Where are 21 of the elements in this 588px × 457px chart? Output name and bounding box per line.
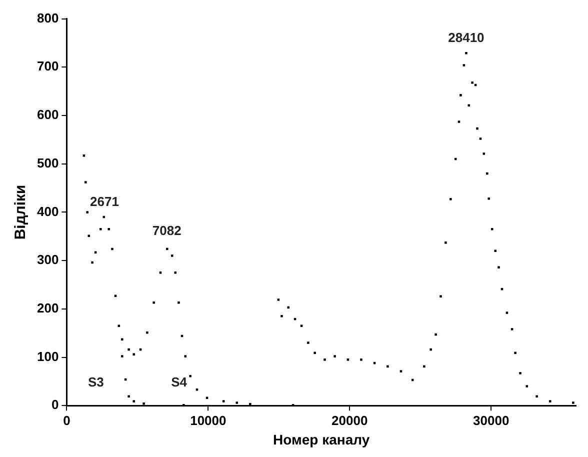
y-tick-label: 500 [36,155,59,170]
x-tick-label: 10000 [190,412,226,428]
x-tick-label: 0 [63,412,70,428]
y-tick-label: 0 [51,397,59,412]
annotation: 28410 [448,30,484,46]
y-tick-label: 100 [36,348,59,364]
x-axis-title: Номер каналу [273,431,370,448]
y-tick-label: 400 [36,204,59,219]
series-label: S3 [88,374,104,390]
point [490,228,494,230]
y-tick-label: 200 [36,300,59,316]
series-label: S4 [171,374,188,390]
annotation: 7082 [152,223,182,238]
x-tick-label: 20000 [332,412,368,428]
x-tick-label: 30000 [473,412,510,428]
y-axis-title: Відліки [12,184,30,240]
y-tick-label: 300 [36,252,59,268]
y-tick-label: 700 [36,58,59,74]
y-tick-label: 600 [36,107,59,122]
annotation: 2671 [90,194,119,210]
y-tick-label: 800 [36,10,59,26]
